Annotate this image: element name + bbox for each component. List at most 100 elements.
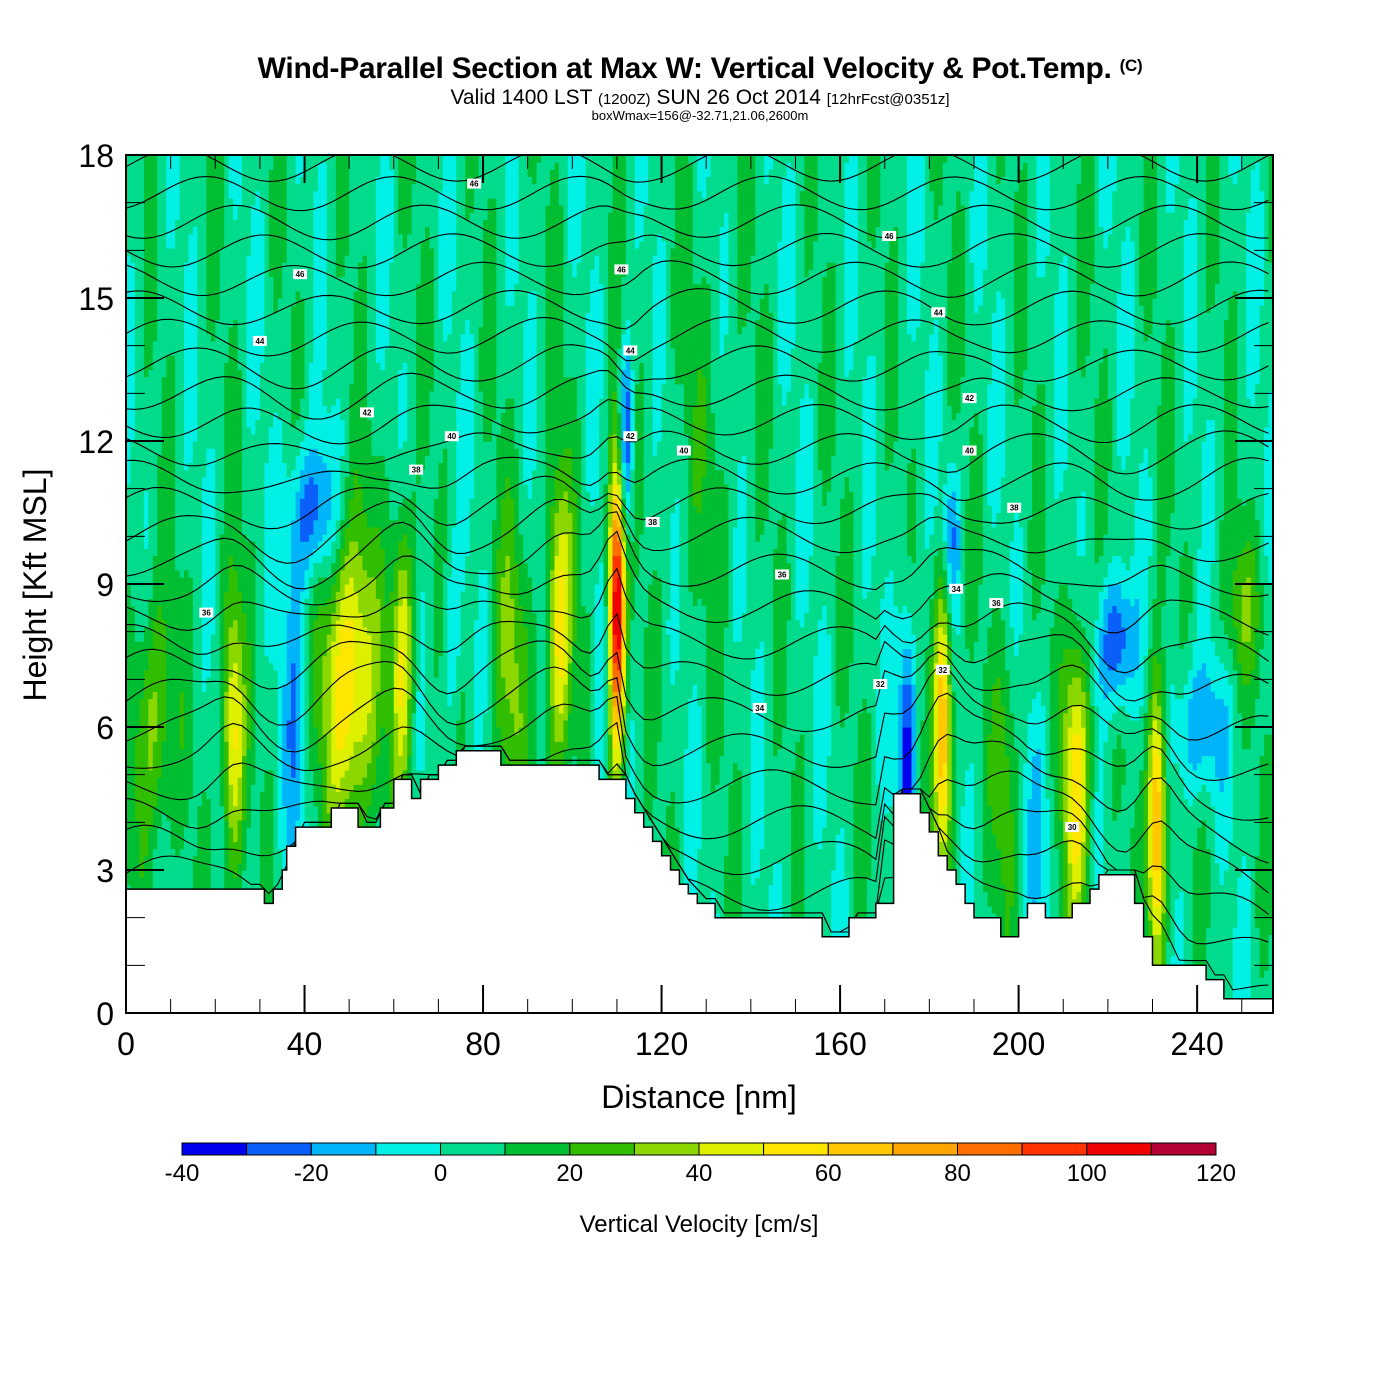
field-cell	[603, 483, 609, 607]
field-cell	[407, 155, 413, 235]
field-cell	[1125, 712, 1131, 1013]
field-cell	[616, 762, 622, 785]
colorbar-swatch	[763, 1142, 829, 1156]
field-cell	[255, 155, 261, 192]
field-cell	[1170, 512, 1176, 685]
field-cell	[1206, 677, 1212, 757]
field-cell	[831, 155, 837, 263]
field-cell	[670, 512, 676, 685]
contour-label-text: 46	[470, 180, 479, 189]
field-cell	[947, 462, 953, 499]
field-cell	[987, 626, 993, 735]
field-cell	[1058, 584, 1064, 664]
field-cell	[157, 155, 163, 456]
field-cell	[474, 619, 480, 764]
field-cell	[697, 705, 703, 850]
field-cell	[683, 155, 689, 435]
isentrope-line	[126, 745, 1269, 945]
field-cell	[960, 376, 966, 807]
field-cell	[1076, 183, 1082, 371]
field-cell	[331, 641, 337, 785]
field-cell	[358, 262, 364, 485]
field-cell	[192, 441, 198, 857]
velocity-field	[126, 155, 1273, 1013]
field-cell	[1000, 298, 1006, 478]
field-cell	[1179, 777, 1185, 892]
field-cell	[701, 376, 707, 478]
contour-label: 42	[623, 431, 638, 442]
field-cell	[1098, 555, 1104, 592]
field-cell	[808, 269, 814, 399]
field-cell	[237, 155, 243, 206]
field-cell	[451, 155, 457, 292]
field-cell	[425, 155, 431, 228]
field-cell	[951, 491, 957, 528]
field-cell	[799, 190, 805, 206]
field-cell	[242, 534, 248, 614]
field-cell	[1058, 820, 1064, 921]
axis-ticks	[125, 154, 1273, 1014]
field-cell	[1157, 662, 1163, 707]
field-cell	[924, 369, 930, 549]
field-cell	[460, 155, 466, 335]
field-cell	[608, 212, 614, 435]
field-cell	[416, 483, 422, 692]
field-cell	[340, 455, 346, 521]
field-cell	[1143, 655, 1149, 714]
field-cell	[1157, 870, 1163, 907]
field-cell	[313, 727, 319, 807]
field-cell	[291, 305, 297, 428]
field-cell	[1192, 769, 1198, 800]
field-cell	[933, 555, 939, 599]
field-cell	[335, 591, 341, 621]
field-cell	[1143, 448, 1149, 657]
field-cell	[907, 555, 913, 614]
field-cell	[518, 534, 524, 607]
field-cell	[130, 155, 136, 263]
field-cell	[1009, 812, 1015, 907]
field-cell	[768, 448, 774, 885]
field-cell	[456, 655, 462, 721]
field-cell	[509, 398, 515, 499]
field-cell	[429, 155, 435, 249]
field-cell	[367, 712, 373, 764]
field-cell	[866, 712, 872, 878]
field-cell	[273, 155, 279, 313]
y-tick-label: 6	[96, 710, 114, 746]
field-cell	[849, 662, 855, 1013]
field-cell	[1014, 190, 1020, 406]
field-cell	[1107, 691, 1113, 721]
field-cell	[813, 655, 819, 842]
field-cell	[304, 155, 310, 421]
field-cell	[483, 219, 489, 442]
field-cell	[616, 469, 622, 485]
field-cell	[951, 691, 957, 907]
field-cell	[1027, 798, 1033, 900]
field-cell	[148, 598, 154, 649]
field-cell	[371, 576, 377, 742]
field-cell	[1103, 634, 1109, 664]
field-cell	[1076, 855, 1082, 893]
contour-label: 42	[360, 407, 375, 418]
field-cell	[1094, 705, 1100, 792]
field-cell	[1228, 841, 1234, 1013]
field-cell	[1094, 619, 1100, 707]
field-cell	[733, 155, 739, 528]
field-cell	[715, 469, 721, 785]
field-cell	[996, 155, 1002, 185]
field-cell	[322, 655, 328, 735]
field-cell	[1264, 555, 1270, 735]
field-cell	[1112, 605, 1118, 671]
field-cell	[1112, 669, 1118, 692]
field-cell	[237, 369, 243, 592]
field-cell	[1232, 569, 1238, 628]
contour-label-text: 38	[1010, 504, 1019, 513]
field-cell	[1183, 798, 1189, 1013]
field-cell	[616, 669, 622, 692]
field-cell	[853, 340, 859, 764]
field-cell	[991, 312, 997, 528]
field-cell	[447, 155, 453, 335]
field-cell	[715, 784, 721, 914]
field-cell	[1188, 433, 1194, 556]
field-cell	[1081, 491, 1087, 557]
